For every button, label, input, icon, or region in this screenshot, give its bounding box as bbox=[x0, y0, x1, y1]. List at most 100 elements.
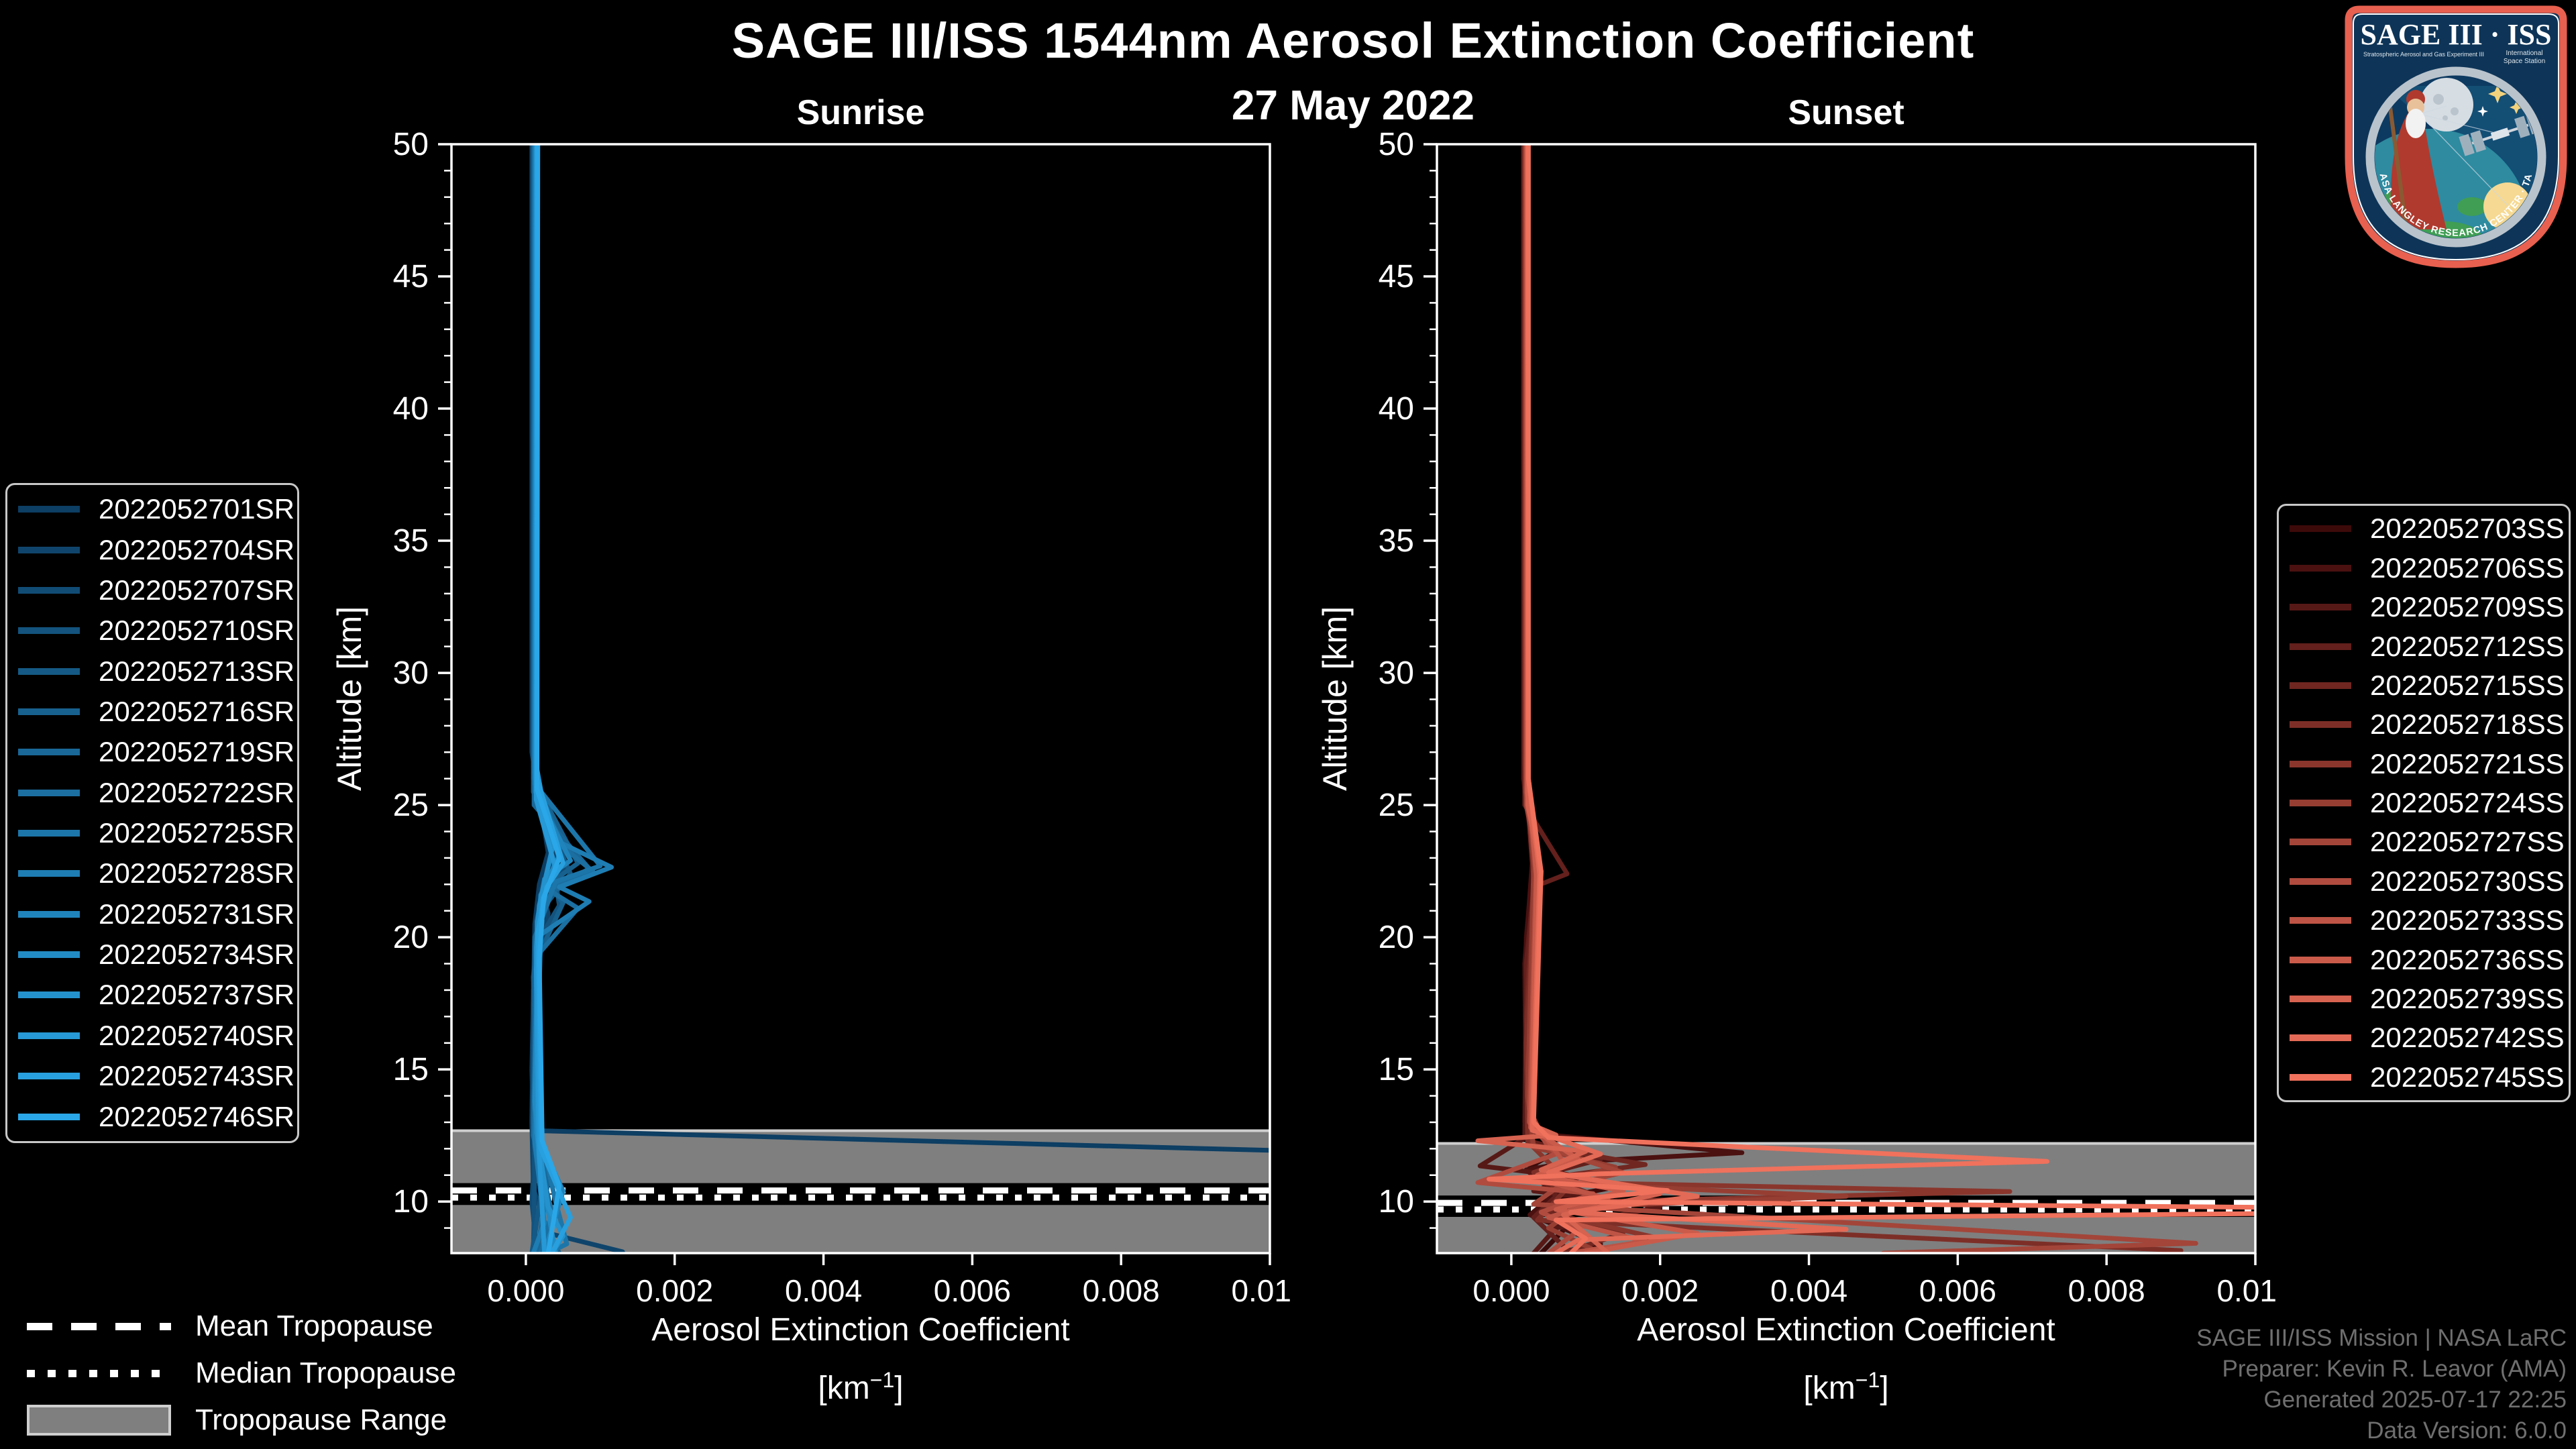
sunset-panel-title: Sunset bbox=[1788, 93, 1904, 132]
y-tick-label: 35 bbox=[1379, 523, 1414, 559]
legend-line-swatch bbox=[18, 749, 80, 756]
x-tick-label: 0.008 bbox=[1083, 1273, 1160, 1308]
profile-line-2022052733SS bbox=[1524, 144, 1648, 1253]
x-tick-label: 0.002 bbox=[636, 1273, 713, 1308]
legend-item-2022052701SR: 2022052701SR bbox=[7, 493, 297, 525]
legend-line-swatch bbox=[2290, 525, 2351, 533]
sunrise-x-axis-label: Aerosol Extinction Coefficient [km−1] bbox=[451, 1305, 1270, 1413]
footer-preparer: Preparer: Kevin R. Leavor (AMA) bbox=[2222, 1356, 2567, 1382]
sage-iss-logo: SAGE III · ISS Stratospheric Aerosol and… bbox=[2345, 5, 2567, 268]
x-tick-label: 0.010 bbox=[2216, 1273, 2275, 1308]
logo-moon bbox=[2420, 78, 2473, 131]
legend-item-2022052746SR: 2022052746SR bbox=[7, 1101, 297, 1133]
legend-item-2022052736SS: 2022052736SS bbox=[2279, 944, 2569, 976]
legend-line-swatch bbox=[18, 830, 80, 837]
y-tick-label: 25 bbox=[393, 788, 429, 823]
y-tick-label: 50 bbox=[393, 127, 429, 162]
legend-event-label: 2022052706SS bbox=[2370, 551, 2565, 584]
legend-event-label: 2022052746SR bbox=[99, 1100, 294, 1132]
legend-event-label: 2022052709SS bbox=[2370, 591, 2565, 623]
median-tropopause-label: Median Tropopause bbox=[195, 1356, 456, 1389]
legend-line-swatch bbox=[2290, 760, 2351, 767]
sunrise-plot: 0.000 0.002 0.004 0.006 0.008 0.010 10 15 20 25 30… bbox=[393, 127, 1290, 1308]
legend-event-label: 2022052719SR bbox=[99, 736, 294, 768]
profile-line-2022052725SR bbox=[532, 144, 603, 1253]
sunrise-plot-area bbox=[451, 144, 1270, 1253]
tropopause-legend: Mean Tropopause Median Tropopause Tropop… bbox=[27, 1303, 564, 1444]
y-tick-label: 20 bbox=[1379, 920, 1414, 955]
legend-event-label: 2022052740SR bbox=[99, 1019, 294, 1051]
y-tick-label: 40 bbox=[393, 391, 429, 427]
sunset-x-axis-label: Aerosol Extinction Coefficient [km−1] bbox=[1437, 1305, 2255, 1413]
legend-sunset: 2022052703SS 2022052706SS 2022052709SS 2022… bbox=[2277, 504, 2571, 1102]
legend-item-2022052704SR: 2022052704SR bbox=[7, 534, 297, 566]
legend-line-swatch bbox=[2290, 604, 2351, 611]
legend-line-swatch bbox=[18, 951, 80, 959]
sunrise-axes-frame bbox=[450, 143, 1271, 1254]
legend-event-label: 2022052707SR bbox=[99, 574, 294, 606]
profile-line-2022052727SS bbox=[1523, 144, 2198, 1253]
legend-event-label: 2022052734SR bbox=[99, 938, 294, 971]
profile-line-2022052724SS bbox=[1523, 144, 1849, 1253]
x-tick-label: 0.004 bbox=[1770, 1273, 1847, 1308]
profile-line-2022052728SR bbox=[531, 144, 614, 1253]
y-tick-label: 10 bbox=[1379, 1184, 1414, 1220]
legend-item-2022052734SR: 2022052734SR bbox=[7, 938, 297, 971]
legend-item-2022052715SS: 2022052715SS bbox=[2279, 669, 2569, 702]
x-axis-unit: [km−1] bbox=[818, 1368, 904, 1406]
legend-item-2022052730SS: 2022052730SS bbox=[2279, 865, 2569, 898]
legend-line-swatch bbox=[18, 506, 80, 513]
legend-line-swatch bbox=[2290, 564, 2351, 572]
x-axis-unit: [km−1] bbox=[1803, 1368, 1889, 1406]
legend-line-swatch bbox=[2290, 917, 2351, 924]
profile-line-2022052709SS bbox=[1477, 144, 1663, 1253]
legend-item-2022052731SR: 2022052731SR bbox=[7, 898, 297, 930]
x-tick-label: 0.006 bbox=[934, 1273, 1011, 1308]
y-tick-label: 30 bbox=[393, 655, 429, 691]
legend-item-2022052712SS: 2022052712SS bbox=[2279, 631, 2569, 663]
profile-line-2022052715SS bbox=[1522, 144, 1648, 1253]
legend-event-label: 2022052736SS bbox=[2370, 943, 2565, 975]
legend-line-swatch bbox=[18, 870, 80, 877]
legend-item-2022052745SS: 2022052745SS bbox=[2279, 1061, 2569, 1093]
legend-item-2022052707SR: 2022052707SR bbox=[7, 574, 297, 606]
legend-event-label: 2022052712SS bbox=[2370, 630, 2565, 662]
legend-line-swatch bbox=[2290, 800, 2351, 806]
legend-event-label: 2022052722SR bbox=[99, 776, 294, 808]
legend-item-2022052722SR: 2022052722SR bbox=[7, 777, 297, 809]
legend-sunrise: 2022052701SR 2022052704SR 2022052707SR 2022… bbox=[5, 483, 299, 1143]
logo-subtitle-right2: Space Station bbox=[2504, 58, 2545, 65]
legend-event-label: 2022052725SR bbox=[99, 817, 294, 849]
legend-event-label: 2022052730SS bbox=[2370, 865, 2565, 897]
legend-event-label: 2022052710SR bbox=[99, 614, 294, 647]
legend-item-2022052737SR: 2022052737SR bbox=[7, 979, 297, 1011]
legend-item-2022052728SR: 2022052728SR bbox=[7, 857, 297, 890]
sunrise-panel-title: Sunrise bbox=[796, 93, 925, 132]
logo-subtitle-right1: International bbox=[2506, 50, 2542, 57]
legend-item-2022052716SR: 2022052716SR bbox=[7, 696, 297, 728]
legend-line-swatch bbox=[18, 991, 80, 999]
footer-generated: Generated 2025-07-17 22:25 bbox=[2263, 1387, 2567, 1413]
mean-tropopause-dashed-swatch bbox=[27, 1322, 171, 1330]
legend-event-label: 2022052704SR bbox=[99, 533, 294, 566]
logo-shield-pinstripe bbox=[2353, 13, 2559, 261]
legend-line-swatch bbox=[2290, 956, 2351, 963]
legend-item-2022052740SR: 2022052740SR bbox=[7, 1020, 297, 1052]
legend-item-2022052718SS: 2022052718SS bbox=[2279, 708, 2569, 741]
sunset-plot-area bbox=[1437, 144, 2255, 1253]
legend-event-label: 2022052745SS bbox=[2370, 1061, 2565, 1093]
x-tick-label: 0.000 bbox=[1472, 1273, 1550, 1308]
legend-line-swatch bbox=[2290, 1034, 2351, 1042]
legend-line-swatch bbox=[18, 708, 80, 716]
x-tick-label: 0.008 bbox=[2068, 1273, 2145, 1308]
legend-event-label: 2022052727SS bbox=[2370, 826, 2565, 858]
logo-star bbox=[2488, 85, 2507, 103]
legend-event-label: 2022052713SR bbox=[99, 655, 294, 687]
profile-line-2022052739SS bbox=[1475, 144, 1663, 1253]
sunset-axes-frame bbox=[1436, 143, 2257, 1254]
profile-line-2022052703SS bbox=[1521, 144, 1625, 1253]
y-tick-label: 15 bbox=[393, 1052, 429, 1087]
legend-item-2022052724SS: 2022052724SS bbox=[2279, 787, 2569, 819]
legend-event-label: 2022052743SR bbox=[99, 1060, 294, 1092]
legend-item-2022052725SR: 2022052725SR bbox=[7, 817, 297, 849]
